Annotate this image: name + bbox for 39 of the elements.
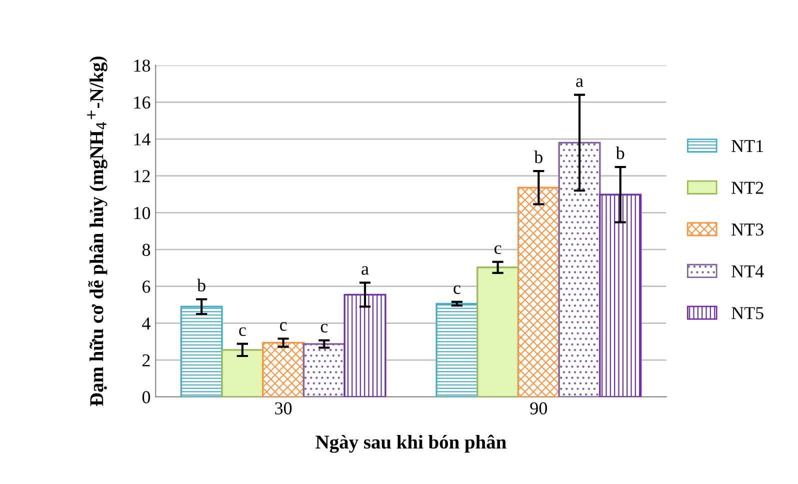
y-axis-title: Đạm hữu cơ dễ phân hủy (mgNH$_{4}$$^{+}$-N/kg): [87, 56, 108, 406]
bar: [221, 349, 264, 397]
legend-label: NT3: [732, 224, 764, 236]
bar: [558, 142, 601, 397]
y-tick-label: 0: [142, 391, 150, 404]
y-tick-label: 10: [134, 206, 150, 220]
y-tick-label: 18: [134, 60, 150, 72]
bar: [476, 266, 520, 397]
y-tick-label: 12: [134, 170, 150, 182]
y-tick-label: 6: [142, 280, 150, 293]
y-tick-label: 8: [142, 244, 150, 256]
bar: [302, 343, 346, 397]
bar: [180, 306, 223, 397]
bar: [599, 194, 642, 397]
annotation: c: [320, 324, 328, 332]
legend-label: NT4: [732, 265, 764, 278]
bar: [262, 342, 305, 397]
annotation: b: [534, 150, 542, 164]
annotation: c: [494, 245, 502, 254]
legend-label: NT1: [732, 140, 764, 152]
annotation: a: [576, 78, 584, 87]
y-tick-label: 14: [134, 133, 150, 146]
x-axis-title: Ngày sau khi bón phân: [316, 434, 506, 453]
annotation: b: [616, 146, 624, 160]
x-tick-label: 90: [530, 402, 547, 414]
y-tick-label: 4: [142, 318, 150, 330]
annotation: a: [362, 266, 369, 275]
annotation: c: [280, 322, 287, 331]
legend-label: NT5: [732, 307, 764, 320]
annotation: c: [239, 327, 246, 336]
bar: [344, 294, 386, 397]
bar: [436, 302, 478, 397]
annotation: c: [454, 285, 460, 294]
y-tick-label: 2: [142, 354, 150, 366]
annotation: b: [197, 278, 206, 292]
legend-label: NT2: [732, 182, 764, 194]
y-tick-label: 16: [134, 96, 150, 109]
x-tick-label: 30: [275, 402, 292, 414]
bar: [517, 186, 560, 397]
